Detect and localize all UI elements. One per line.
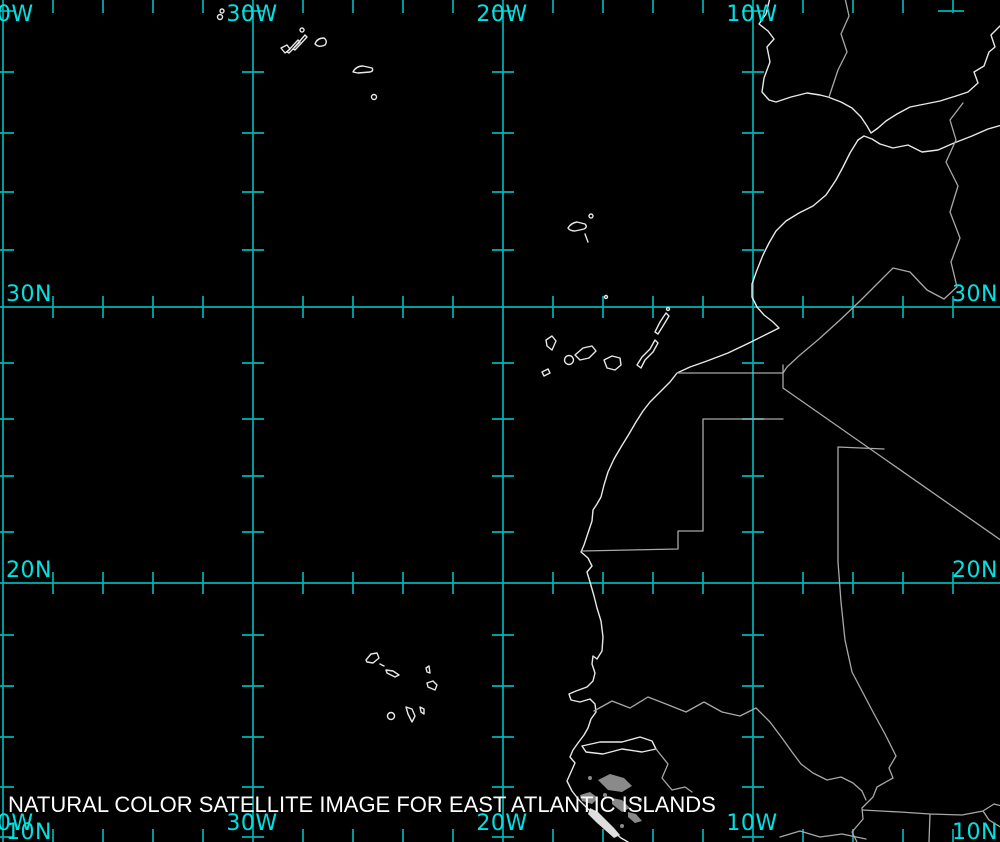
border-western-sahara-north [676,364,1000,541]
islands-cape-verde [365,652,438,723]
coastlines [566,0,1000,842]
bissau-bright-coast [588,808,620,838]
grid-label-bottom-30W: 30W [226,811,278,836]
coastline-iberia [758,0,1000,134]
border-senegal-south [779,830,867,840]
border-morocco-algeria [782,102,964,374]
border-western-sahara-south [581,418,784,552]
country-borders [581,0,1000,842]
border-senegal-mali [861,803,1000,842]
grid-label-right-20N: 20N [952,558,998,583]
border-portugal-spain [828,0,850,98]
border-senegal-river [593,696,867,801]
grid-label-right-30N: 30N [952,282,998,307]
grid-label-top-40W: 40W [0,2,34,27]
coastline-gambia-river [581,736,657,755]
grid-label-bottom-20W: 20W [476,811,528,836]
grid-label-bottom-10W: 10W [726,811,778,836]
grid-label-left-30N: 30N [6,282,52,307]
coastline-west-africa [566,139,859,842]
grid-label-left-10N: 10N [6,820,52,842]
border-gambia-southeast [655,748,693,793]
grid-label-right-10N: 10N [952,820,998,842]
grid-label-top-20W: 20W [476,2,528,27]
islands-azores [216,8,378,101]
grid-label-left-20N: 20N [6,558,52,583]
coastline-africa-mediterranean [857,124,1000,153]
border-mauritania-mali [837,446,897,842]
caption-block: NATURAL COLOR SATELLITE IMAGE FOR EAST A… [8,754,716,842]
grid-label-bottom-40W: 40W [0,811,34,836]
grid-label-top-30W: 30W [226,2,278,27]
grid-label-top-10W: 10W [726,2,778,27]
caption-title: NATURAL COLOR SATELLITE IMAGE FOR EAST A… [8,792,716,817]
islands-canary [541,306,671,377]
islands-madeira [567,213,609,300]
casamance-estuary-texture [580,774,642,838]
